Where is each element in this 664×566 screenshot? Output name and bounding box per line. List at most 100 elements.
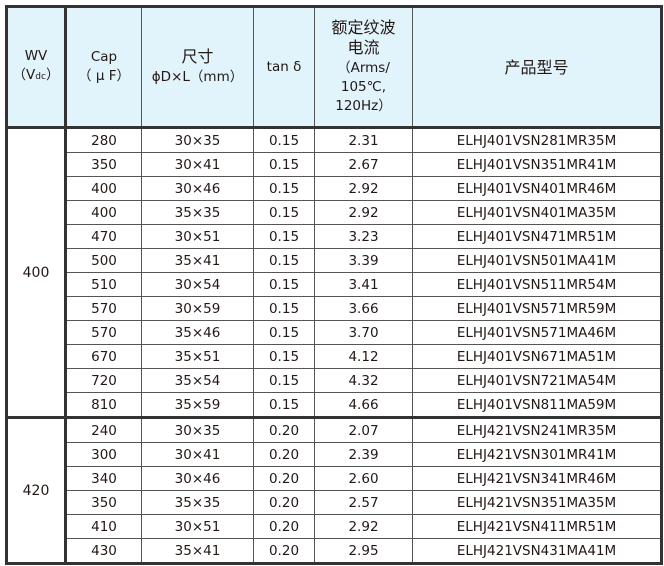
size-cell: 35×54 <box>141 368 254 393</box>
capacitor-spec-table: WV （Vdc） Cap （ μ F） 尺寸 ϕD×L（mm） tan δ 额定纹波电… <box>5 5 663 565</box>
size-cell: 30×35 <box>141 416 254 443</box>
part-number-cell: ELHJ401VSN351MR41M <box>412 152 662 177</box>
header-tan: tan δ <box>253 6 315 128</box>
ripple-unit-1: （Arms/ <box>337 60 390 76</box>
part-number-cell: ELHJ401VSN471MR51M <box>412 224 662 249</box>
table-row: 470 30×51 0.15 3.23 ELHJ401VSN471MR51M <box>7 224 662 249</box>
header-size: 尺寸 ϕD×L（mm） <box>141 6 254 128</box>
part-number-cell: ELHJ401VSN721MA54M <box>412 368 662 393</box>
ripple-cell: 2.60 <box>314 466 413 491</box>
cap-cell: 570 <box>65 296 142 321</box>
size-label: 尺寸 <box>181 47 214 66</box>
part-number-cell: ELHJ401VSN401MR46M <box>412 176 662 201</box>
table-row: 340 30×46 0.20 2.60 ELHJ421VSN341MR46M <box>7 466 662 491</box>
header-cap: Cap （ μ F） <box>65 6 142 128</box>
table-row: 810 35×59 0.15 4.66 ELHJ401VSN811MA59M <box>7 392 662 418</box>
ripple-cell: 3.39 <box>314 248 413 273</box>
tan-cell: 0.15 <box>253 248 315 273</box>
table-row: 410 30×51 0.20 2.92 ELHJ421VSN411MR51M <box>7 514 662 539</box>
part-number-cell: ELHJ421VSN341MR46M <box>412 466 662 491</box>
cap-cell: 300 <box>65 442 142 467</box>
tan-cell: 0.15 <box>253 176 315 201</box>
ripple-cell: 4.12 <box>314 344 413 369</box>
ripple-cell: 2.95 <box>314 538 413 564</box>
ripple-cell: 2.07 <box>314 416 413 443</box>
size-cell: 30×59 <box>141 296 254 321</box>
size-unit: ϕD×L（mm） <box>151 69 244 85</box>
cap-cell: 720 <box>65 368 142 393</box>
header-wv: WV （Vdc） <box>6 6 67 128</box>
part-number-cell: ELHJ401VSN811MA59M <box>412 392 662 418</box>
table-row: 500 35×41 0.15 3.39 ELHJ401VSN501MA41M <box>7 248 662 273</box>
table-row: 350 30×41 0.15 2.67 ELHJ401VSN351MR41M <box>7 152 662 177</box>
cap-cell: 400 <box>65 176 142 201</box>
cap-label: Cap <box>90 49 118 65</box>
ripple-cell: 2.92 <box>314 514 413 539</box>
cap-cell: 410 <box>65 514 142 539</box>
tan-cell: 0.20 <box>253 416 315 443</box>
header-part-number: 产品型号 <box>412 6 662 128</box>
part-number-cell: ELHJ401VSN571MA46M <box>412 320 662 345</box>
wv-cell: 400 <box>6 127 67 418</box>
tan-cell: 0.15 <box>253 368 315 393</box>
ripple-cell: 4.32 <box>314 368 413 393</box>
ripple-cell: 3.66 <box>314 296 413 321</box>
size-cell: 30×46 <box>141 466 254 491</box>
table-row: 670 35×51 0.15 4.12 ELHJ401VSN671MA51M <box>7 344 662 369</box>
cap-cell: 240 <box>65 416 142 443</box>
size-cell: 30×46 <box>141 176 254 201</box>
tan-cell: 0.15 <box>253 344 315 369</box>
ripple-cell: 2.92 <box>314 200 413 225</box>
part-number-cell: ELHJ401VSN501MA41M <box>412 248 662 273</box>
size-cell: 35×41 <box>141 248 254 273</box>
tan-cell: 0.20 <box>253 466 315 491</box>
ripple-cell: 3.70 <box>314 320 413 345</box>
part-number-cell: ELHJ421VSN241MR35M <box>412 416 662 443</box>
tan-cell: 0.15 <box>253 272 315 297</box>
size-cell: 35×59 <box>141 392 254 418</box>
size-cell: 30×51 <box>141 514 254 539</box>
table-row: 420 240 30×35 0.20 2.07 ELHJ421VSN241MR35M <box>6 416 662 564</box>
ripple-cell: 2.39 <box>314 442 413 467</box>
table-row: 400 280 30×35 0.15 2.31 ELHJ401VSN281MR35M <box>6 127 662 418</box>
size-cell: 30×51 <box>141 224 254 249</box>
cap-cell: 810 <box>65 392 142 418</box>
ripple-cell: 2.67 <box>314 152 413 177</box>
table-row: 400 30×46 0.15 2.92 ELHJ401VSN401MR46M <box>7 176 662 201</box>
tan-cell: 0.20 <box>253 490 315 515</box>
size-cell: 30×35 <box>141 127 254 153</box>
cap-cell: 430 <box>65 538 142 564</box>
part-number-cell: ELHJ401VSN671MA51M <box>412 344 662 369</box>
table-row: 400 35×35 0.15 2.92 ELHJ401VSN401MA35M <box>7 200 662 225</box>
tan-label: tan δ <box>266 58 302 75</box>
table-row: 510 30×54 0.15 3.41 ELHJ401VSN511MR54M <box>7 272 662 297</box>
wv-label: WV <box>24 48 48 64</box>
size-cell: 35×41 <box>141 538 254 564</box>
cap-cell: 280 <box>65 127 142 153</box>
tan-cell: 0.20 <box>253 538 315 564</box>
cap-cell: 510 <box>65 272 142 297</box>
part-number-cell: ELHJ401VSN571MR59M <box>412 296 662 321</box>
part-number-cell: ELHJ421VSN411MR51M <box>412 514 662 539</box>
cap-cell: 670 <box>65 344 142 369</box>
cap-cell: 570 <box>65 320 142 345</box>
size-cell: 35×35 <box>141 200 254 225</box>
size-cell: 30×41 <box>141 152 254 177</box>
ripple-cell: 3.41 <box>314 272 413 297</box>
ripple-cell: 2.57 <box>314 490 413 515</box>
table-row: 350 35×35 0.20 2.57 ELHJ421VSN351MA35M <box>7 490 662 515</box>
tan-cell: 0.15 <box>253 296 315 321</box>
ripple-cell: 4.66 <box>314 392 413 418</box>
tan-cell: 0.15 <box>253 127 315 153</box>
table-row: 570 35×46 0.15 3.70 ELHJ401VSN571MA46M <box>7 320 662 345</box>
part-number-cell: ELHJ421VSN431MA41M <box>412 538 662 564</box>
cap-cell: 500 <box>65 248 142 273</box>
header-ripple: 额定纹波电流 （Arms/105℃, 120Hz） <box>314 6 413 128</box>
size-cell: 35×51 <box>141 344 254 369</box>
size-cell: 30×41 <box>141 442 254 467</box>
table-row: 300 30×41 0.20 2.39 ELHJ421VSN301MR41M <box>7 442 662 467</box>
ripple-cell: 2.31 <box>314 127 413 153</box>
wv-cell: 420 <box>6 416 67 564</box>
ripple-cell: 2.92 <box>314 176 413 201</box>
ripple-unit-2: 105℃, <box>340 79 387 95</box>
